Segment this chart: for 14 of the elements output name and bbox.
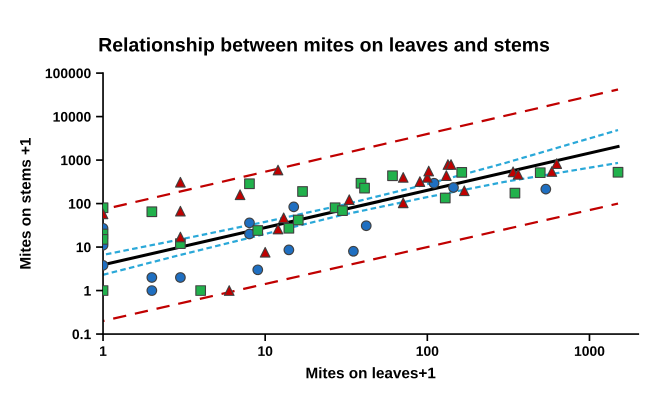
- y-axis-title: Mites on stems +1: [20, 138, 31, 269]
- y-tick-label: 10000: [53, 112, 91, 122]
- y-tick-label: 1000: [61, 155, 91, 166]
- x-tick-label: 1000: [574, 346, 604, 356]
- x-tick-label: 10: [258, 346, 272, 356]
- y-tick-label: 1: [84, 286, 91, 296]
- y-tick-label: 10: [76, 242, 91, 252]
- y-tick-label: 100000: [46, 68, 91, 78]
- y-tick-label: 100: [68, 198, 91, 209]
- y-tick-label: 0.1: [72, 329, 91, 340]
- x-axis-title: Mites on leaves+1: [306, 367, 436, 378]
- x-tick-label: 1: [100, 346, 107, 356]
- chart-title: Relationship between mites on leaves and stems: [99, 37, 550, 56]
- x-tick-label: 100: [416, 346, 438, 356]
